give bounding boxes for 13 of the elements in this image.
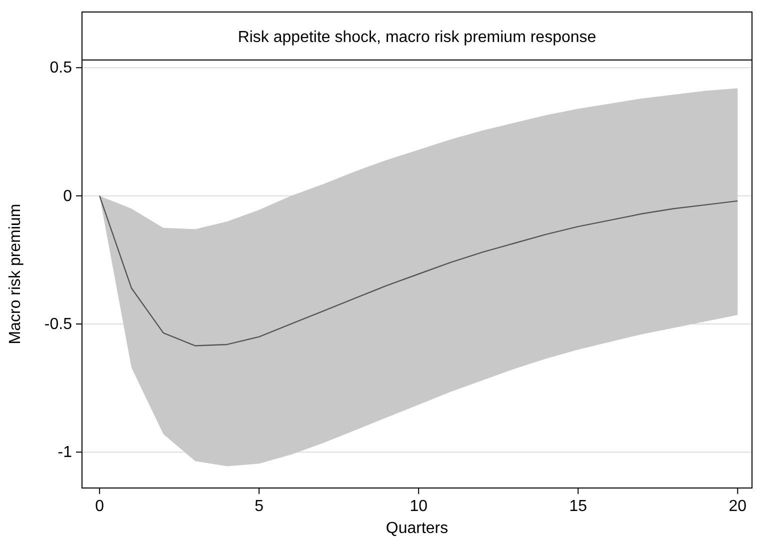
x-tick-label: 15 xyxy=(569,498,588,515)
y-tick-label: 0 xyxy=(63,188,72,205)
line-series xyxy=(98,195,738,346)
x-axis-title: Quarters xyxy=(386,520,448,537)
y-tick-label: -0.5 xyxy=(44,316,72,333)
x-tick-label: 5 xyxy=(254,498,264,515)
y-tick-label: 0.5 xyxy=(50,60,72,77)
y-tick-label: -1 xyxy=(58,444,72,462)
x-tick-label: 10 xyxy=(410,498,428,515)
y-axis-title: Macro risk premium xyxy=(7,204,24,344)
x-tick-label: 20 xyxy=(728,498,747,515)
chart-title: Risk appetite shock, macro risk premium response xyxy=(238,29,596,46)
x-tick-label: 0 xyxy=(95,498,104,515)
